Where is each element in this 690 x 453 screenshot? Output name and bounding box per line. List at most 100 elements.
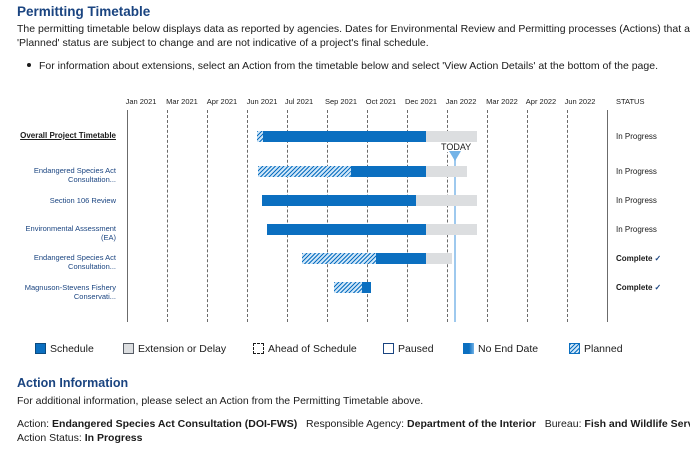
legend-label: Paused	[398, 343, 434, 355]
gridline	[207, 110, 208, 322]
row-label-section-106[interactable]: Section 106 Review	[49, 196, 116, 205]
planned-swatch-icon	[569, 342, 580, 354]
legend-planned: Planned	[569, 342, 623, 355]
gridline	[127, 110, 128, 322]
month-label: Jan 2021	[125, 97, 157, 106]
legend-no-end-date: No End Date	[463, 342, 539, 355]
month-label: Apr 2022	[525, 97, 557, 106]
gridline	[607, 110, 608, 322]
month-label: Jun 2022	[564, 97, 596, 106]
gridline	[567, 110, 568, 322]
row-status: In Progress	[616, 196, 657, 205]
description-line-1: The permitting timetable below displays …	[17, 23, 690, 35]
row-label-esa-consultation-complete[interactable]: Endangered Species Act Consultation...	[8, 253, 116, 271]
bar-planned[interactable]	[302, 253, 376, 264]
row-status-text: Complete	[616, 254, 653, 263]
action-label: Action:	[17, 418, 50, 430]
gridline	[487, 110, 488, 322]
month-label: Sep 2021	[324, 97, 358, 106]
legend-extension: Extension or Delay	[123, 342, 227, 355]
row-status-complete: Complete ✓	[616, 254, 661, 263]
bar-extension[interactable]	[426, 131, 477, 142]
gridline	[287, 110, 288, 322]
month-label: Jan 2022	[445, 97, 477, 106]
today-label: TODAY	[440, 142, 473, 152]
legend-label: Schedule	[50, 343, 94, 355]
bar-schedule[interactable]	[351, 166, 426, 177]
gridline	[447, 110, 448, 322]
extensions-note: For information about extensions, select…	[27, 60, 658, 72]
page-title: Permitting Timetable	[17, 4, 151, 19]
bar-extension[interactable]	[426, 253, 452, 264]
row-status-complete: Complete ✓	[616, 283, 661, 292]
row-label-esa-consultation[interactable]: Endangered Species Act Consultation...	[8, 166, 116, 184]
row-status: In Progress	[616, 132, 657, 141]
extension-swatch-icon	[123, 342, 134, 354]
bar-planned[interactable]	[257, 131, 263, 142]
row-label-magnuson-stevens[interactable]: Magnuson-Stevens Fishery Conservati...	[8, 283, 116, 301]
legend-label: Ahead of Schedule	[268, 343, 357, 355]
today-line	[454, 150, 456, 322]
action-status-line: Action Status: In Progress	[17, 432, 143, 444]
action-status-label: Action Status:	[17, 432, 82, 444]
legend-paused: Paused	[383, 342, 434, 355]
row-label-line: Consultation...	[68, 262, 116, 271]
row-label-line: Endangered Species Act	[33, 166, 116, 175]
legend-label: No End Date	[478, 343, 539, 355]
row-status: In Progress	[616, 225, 657, 234]
month-label: Jul 2021	[284, 97, 314, 106]
checkmark-icon: ✓	[654, 254, 662, 263]
bar-extension[interactable]	[426, 166, 467, 177]
month-label: Apr 2021	[206, 97, 238, 106]
legend-ahead: Ahead of Schedule	[253, 342, 357, 355]
row-label-line: Conservati...	[73, 292, 116, 301]
action-value: Endangered Species Act Consultation (DOI…	[52, 418, 298, 430]
bar-schedule[interactable]	[362, 282, 371, 293]
action-info-instruction: For additional information, please selec…	[17, 395, 424, 407]
legend-schedule: Schedule	[35, 342, 94, 355]
bar-schedule[interactable]	[262, 195, 416, 206]
bureau-label: Bureau:	[544, 418, 582, 430]
agency-label: Responsible Agency:	[306, 418, 405, 430]
bar-extension[interactable]	[426, 224, 477, 235]
bar-planned[interactable]	[258, 166, 351, 177]
bar-extension[interactable]	[416, 195, 477, 206]
page-description: The permitting timetable below displays …	[17, 23, 690, 50]
gridline	[367, 110, 368, 322]
gridline	[407, 110, 408, 322]
today-marker-icon	[449, 151, 461, 161]
row-label-line: Consultation...	[68, 175, 116, 184]
bullet-icon	[27, 63, 31, 68]
bureau-value: Fish and Wildlife Service	[584, 418, 690, 430]
action-status-value: In Progress	[84, 432, 143, 444]
bar-schedule[interactable]	[267, 224, 426, 235]
row-label-overall-timetable[interactable]: Overall Project Timetable	[20, 131, 116, 140]
row-label-line: (EA)	[101, 233, 116, 242]
bar-schedule[interactable]	[376, 253, 426, 264]
gridline	[167, 110, 168, 322]
legend-label: Extension or Delay	[138, 343, 227, 355]
extensions-note-text: For information about extensions, select…	[39, 60, 658, 72]
paused-swatch-icon	[383, 342, 394, 354]
month-label: Dec 2021	[404, 97, 438, 106]
month-label: Mar 2021	[166, 97, 198, 106]
action-info-details: Action: Endangered Species Act Consultat…	[17, 418, 690, 430]
bar-schedule[interactable]	[263, 131, 426, 142]
row-label-environmental-assessment[interactable]: Environmental Assessment (EA)	[8, 224, 116, 242]
row-status: In Progress	[616, 167, 657, 176]
description-line-2: 'Planned' status are subject to change a…	[17, 36, 429, 49]
gridline	[527, 110, 528, 322]
status-column-header: STATUS	[616, 97, 645, 106]
month-label: Oct 2021	[365, 97, 397, 106]
row-label-line: Endangered Species Act	[33, 253, 116, 262]
ahead-swatch-icon	[253, 342, 264, 354]
agency-value: Department of the Interior	[407, 418, 536, 430]
gridline	[327, 110, 328, 322]
month-label: Mar 2022	[486, 97, 518, 106]
bar-planned[interactable]	[334, 282, 362, 293]
action-info-title: Action Information	[17, 376, 129, 390]
legend-label: Planned	[584, 343, 623, 355]
row-label-line: Magnuson-Stevens Fishery	[24, 283, 116, 292]
schedule-swatch-icon	[35, 342, 46, 354]
row-label-line: Environmental Assessment	[25, 224, 116, 233]
